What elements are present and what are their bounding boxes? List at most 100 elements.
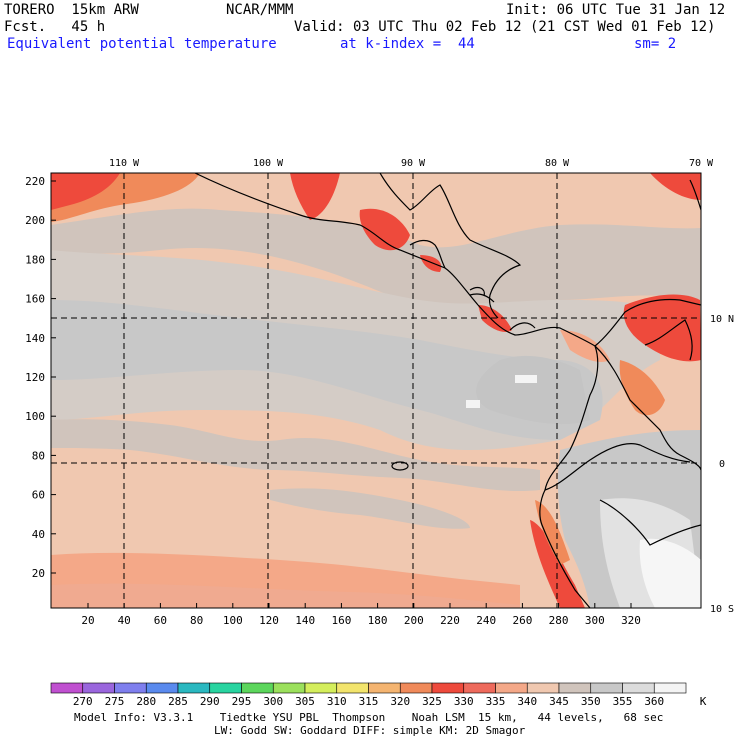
longitude-label: 80 W: [545, 158, 570, 169]
y-tick-label: 160: [25, 293, 45, 306]
colorbar-label: 300: [263, 695, 283, 708]
colorbar-swatch: [50, 682, 84, 694]
colorbar-label: 290: [200, 695, 220, 708]
venezuela-coast: [644, 319, 693, 361]
field-region-350k-south: [51, 419, 540, 492]
y-tick-label: 180: [25, 253, 45, 266]
colorbar-label: 325: [422, 695, 442, 708]
x-tick-label: 120: [259, 614, 279, 627]
graticule: [51, 173, 701, 608]
colorbar-swatch: [495, 682, 528, 694]
panama-border: [509, 322, 536, 331]
model-info-line1: Model Info: V3.3.1 Tiedtke YSU PBL Thomp…: [74, 711, 664, 724]
field-region-335k-guatemala: [359, 208, 410, 251]
map-frame: [50, 172, 702, 609]
y-axis-ticks: 220 200 180 160 140 120 100 80 60 40 20: [25, 175, 56, 580]
colorbar-swatch: [463, 682, 496, 694]
x-tick-label: 20: [81, 614, 94, 627]
colorbar-label: 350: [581, 695, 601, 708]
x-tick-label: 240: [476, 614, 496, 627]
field-region-335k-mexico: [290, 173, 340, 220]
field-region-360k-core: [639, 538, 701, 608]
x-tick-label: 300: [585, 614, 605, 627]
field-region-335k-venezuela: [623, 294, 701, 362]
lake-nicaragua: [469, 286, 485, 297]
x-tick-label: 260: [512, 614, 532, 627]
field-region-360k-blob2: [466, 400, 480, 408]
colorbar-label: 345: [549, 695, 569, 708]
smoothing-label: sm= 2: [634, 36, 677, 52]
colorbar-swatch: [336, 682, 369, 694]
colorbar-label: 310: [327, 695, 347, 708]
y-tick-label: 200: [25, 214, 45, 227]
organization-label: NCAR/MMM: [226, 2, 294, 18]
x-tick-label: 100: [223, 614, 243, 627]
colorbar-label: 295: [232, 695, 252, 708]
field-region-350k-north: [51, 208, 701, 314]
x-tick-label: 160: [331, 614, 351, 627]
field-region-355k-east: [476, 355, 590, 425]
x-tick-label: 320: [621, 614, 641, 627]
galapagos-islands: [391, 461, 409, 471]
longitude-labels: 110 W 100 W 90 W 80 W 70 W: [109, 158, 714, 169]
guatemala-border: [409, 239, 446, 269]
field-region-335k-ne: [650, 173, 701, 200]
y-tick-label: 120: [25, 371, 45, 384]
longitude-label: 90 W: [401, 158, 426, 169]
x-tick-label: 220: [440, 614, 460, 627]
colorbar-label: 270: [73, 695, 93, 708]
field-region-340k-edge: [51, 583, 520, 608]
longitude-label: 100 W: [253, 158, 284, 169]
colorbar-label: 275: [105, 695, 125, 708]
colorbar-swatch: [431, 682, 465, 694]
field-region-350k-patch: [270, 488, 470, 529]
colorbar-swatch: [653, 682, 687, 694]
colorbar-label: 315: [359, 695, 379, 708]
x-tick-label: 140: [295, 614, 315, 627]
latitude-label: 10 N: [710, 314, 734, 325]
y-tick-label: 80: [32, 449, 45, 462]
forecast-hour: Fcst. 45 h: [4, 19, 106, 35]
colorbar-label: 305: [295, 695, 315, 708]
colorbar-swatch: [209, 682, 242, 694]
colorbar-label: 360: [644, 695, 664, 708]
longitude-label: 70 W: [689, 158, 714, 169]
colorbar-swatch: [399, 682, 433, 694]
theta-e-field: [51, 173, 701, 608]
x-tick-label: 280: [549, 614, 569, 627]
y-tick-label: 20: [32, 567, 45, 580]
colorbar-label: 320: [390, 695, 410, 708]
model-info-line2: LW: Godd SW: Goddard DIFF: simple KM: 2D…: [214, 724, 526, 737]
colorbar-swatch: [272, 682, 306, 694]
y-tick-label: 60: [32, 489, 45, 502]
ne-coast: [689, 179, 701, 211]
colorbar-label: 285: [168, 695, 188, 708]
latitude-label: 0: [719, 459, 725, 470]
colorbar-swatch: [526, 682, 560, 694]
field-region-355k: [51, 300, 603, 440]
latitude-labels: 10 N 0 10 S: [710, 314, 734, 615]
colorbar-label: 330: [454, 695, 474, 708]
level-label: at k-index = 44: [340, 36, 475, 52]
ecuador-peru-border: [544, 443, 691, 491]
pacific-coast-central-america: [194, 173, 701, 347]
y-tick-label: 40: [32, 528, 45, 541]
colorbar-swatch: [114, 682, 147, 694]
colorbar: 270 275 280 285 290 295 300 305 310 315 320 325 330 3…: [50, 682, 707, 708]
x-tick-label: 200: [404, 614, 424, 627]
longitude-label: 110 W: [109, 158, 140, 169]
model-title: TORERO 15km ARW: [4, 2, 139, 18]
caribbean-coast: [379, 173, 522, 319]
x-axis-ticks: 20 40 60 80 100 120 140 160 180 200 220 240 260 280 30…: [81, 603, 641, 627]
x-tick-label: 40: [118, 614, 131, 627]
peru-brazil-border: [599, 499, 701, 546]
colorbar-swatch: [82, 682, 115, 694]
nicaragua-border: [469, 293, 495, 303]
colorbar-swatch: [241, 682, 274, 694]
colorbar-label: 335: [486, 695, 506, 708]
coastlines: [194, 173, 701, 608]
colombia-border: [594, 345, 701, 471]
colorbar-swatch: [304, 682, 338, 694]
field-region-360k-blob: [515, 375, 537, 383]
